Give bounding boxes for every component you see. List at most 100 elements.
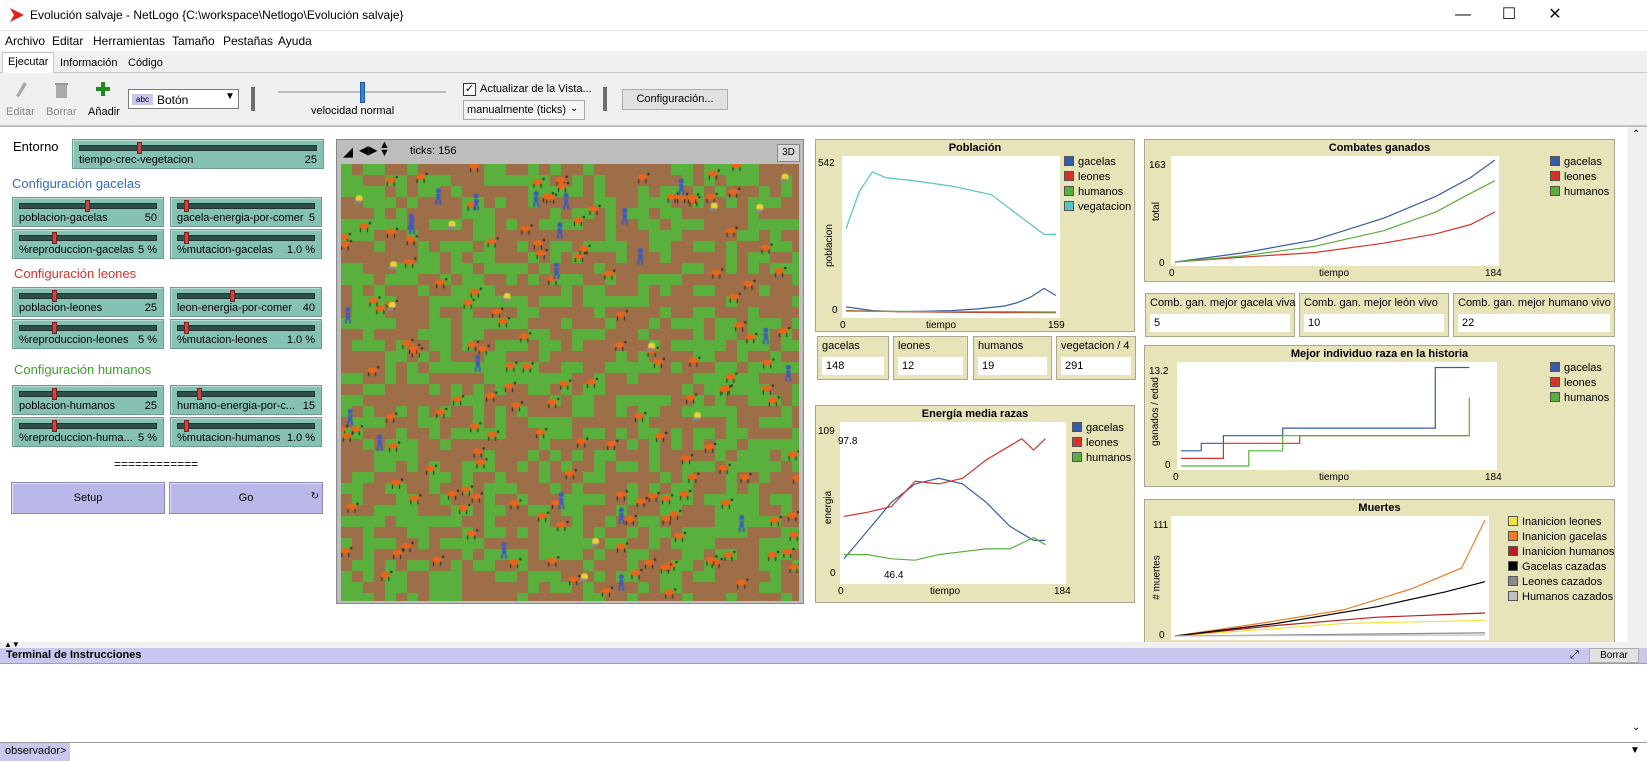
menu-ayuda[interactable]: Ayuda — [278, 34, 312, 48]
menu-tamano[interactable]: Tamaño — [172, 34, 215, 48]
slider-knob[interactable] — [229, 290, 235, 302]
slider--mutacion-leones[interactable]: %mutacion-leones 1.0 % — [170, 319, 322, 349]
slider-knob[interactable] — [52, 232, 57, 244]
shift-vertical-icon[interactable]: ▲ ▼ — [379, 139, 390, 159]
vertical-scrollbar[interactable]: ⌃ ⌄ — [1628, 127, 1647, 671]
slider-knob[interactable] — [183, 420, 189, 432]
legend-item: Inanicion leones — [1508, 516, 1614, 531]
menu-editar[interactable]: Editar — [52, 34, 84, 48]
legend-item: vegatacion — [1064, 201, 1131, 216]
slider-poblacion-gacelas[interactable]: poblacion-gacelas 50 — [12, 197, 164, 227]
slider-poblacion-humanos[interactable]: poblacion-humanos 25 — [12, 385, 164, 415]
setup-button[interactable]: Setup — [11, 482, 165, 514]
x-axis-label: tiempo — [1319, 472, 1350, 483]
legend-swatch — [1550, 171, 1560, 181]
terminal-scrollbar[interactable]: ⌄ — [1628, 666, 1647, 738]
slider-label: %mutacion-humanos — [177, 432, 281, 444]
slider--reproduccion-leones[interactable]: %reproduccion-leones 5 % — [12, 319, 164, 349]
slider-knob[interactable] — [183, 232, 189, 244]
clear-button[interactable]: Borrar — [1589, 648, 1639, 663]
slider-knob[interactable] — [52, 388, 57, 400]
slider--mutacion-humanos[interactable]: %mutacion-humanos 1.0 % — [170, 417, 322, 447]
legend-swatch — [1072, 452, 1082, 462]
menu-herramientas[interactable]: Herramientas — [93, 34, 166, 48]
speed-label: velocidad normal — [311, 105, 395, 117]
slider-knob[interactable] — [52, 322, 57, 334]
series-line-humanos — [844, 536, 1046, 561]
x-max: 159 — [1048, 320, 1065, 331]
resize-icon[interactable]: ◢ — [343, 144, 353, 159]
scroll-down-icon[interactable]: ⌄ — [1632, 722, 1641, 733]
tab-codigo[interactable]: Código — [128, 57, 163, 69]
command-input[interactable] — [72, 743, 1625, 761]
plot-legend: Inanicion leones Inanicion gacelas Inanici… — [1508, 516, 1614, 606]
update-view-checkbox[interactable]: ✓ — [463, 83, 476, 96]
slider--mutacion-gacelas[interactable]: %mutacion-gacelas 1.0 % — [170, 229, 322, 259]
slider-track — [79, 145, 317, 151]
slider-knob[interactable] — [196, 388, 202, 400]
leones-section-title: Configuración leones — [14, 266, 137, 281]
monitor-label: Comb. gan. mejor humano vivo — [1458, 297, 1611, 309]
minimize-icon[interactable]: — — [1455, 6, 1471, 23]
splitter-arrows-icon[interactable]: ▲▼ — [0, 641, 1647, 649]
expand-icon[interactable]: ⤢ — [1570, 649, 1579, 661]
chevron-down-icon[interactable]: ▼ — [1630, 745, 1640, 756]
observer-prompt[interactable]: observador> — [0, 743, 70, 761]
monitor-value: 10 — [1304, 314, 1444, 332]
series-line-inanicion-humanos — [1174, 612, 1486, 637]
scroll-up-icon[interactable]: ⌃ — [1632, 129, 1641, 140]
shift-horizontal-icon[interactable]: ◀▶ — [359, 143, 378, 157]
legend-item: humanos — [1072, 452, 1131, 467]
update-mode-select[interactable]: manualmente (ticks) ⌄ — [463, 100, 585, 120]
legend-item: humanos — [1064, 186, 1131, 201]
monitor-label: Comb. gan. mejor león vivo — [1304, 297, 1438, 309]
monitor-value: 291 — [1061, 357, 1131, 375]
edit-button[interactable]: Editar — [6, 106, 35, 118]
menu-bar: Archivo Editar Herramientas Tamaño Pesta… — [0, 31, 1647, 51]
go-button[interactable]: Go ↻ — [169, 482, 323, 514]
menu-archivo[interactable]: Archivo — [5, 34, 46, 48]
slider-gacela-energia-por-comer[interactable]: gacela-energia-por-comer 5 — [170, 197, 322, 227]
legend-swatch — [1064, 201, 1074, 211]
slider-knob[interactable] — [52, 420, 57, 432]
tab-informacion[interactable]: Información — [60, 57, 118, 69]
slider-knob[interactable] — [183, 322, 189, 334]
legend-item: leones — [1550, 377, 1609, 392]
slider-knob[interactable] — [137, 142, 142, 154]
close-icon[interactable]: ✕ — [1548, 6, 1562, 23]
update-view-label: Actualizar de la Vista... — [480, 83, 592, 95]
series-line-vegatacion — [845, 171, 1056, 236]
y-axis-label: ganados / edad — [1149, 377, 1161, 446]
widget-type-select[interactable]: abc Botón ▼ — [128, 89, 239, 109]
settings-button[interactable]: Configuración... — [622, 89, 728, 110]
maximize-icon[interactable]: ☐ — [1501, 6, 1517, 23]
menu-pestanas[interactable]: Pestañas — [223, 34, 274, 48]
legend-swatch — [1508, 591, 1518, 601]
tab-ejecutar[interactable]: Ejecutar — [2, 52, 55, 74]
title-bar: Evolución salvaje - NetLogo {C:\workspac… — [0, 0, 1647, 31]
x-max: 184 — [1485, 472, 1502, 483]
slider--reproduccion-gacelas[interactable]: %reproduccion-gacelas 5 % — [12, 229, 164, 259]
monitor-label: Comb. gan. mejor gacela viva — [1150, 297, 1296, 309]
slider-tiempo-crec-vegetacion[interactable]: tiempo-crec-vegetacion 25 — [72, 139, 324, 169]
world-canvas[interactable] — [341, 164, 799, 601]
slider-leon-energia-por-comer[interactable]: leon-energia-por-comer 40 — [170, 287, 322, 317]
speed-slider-knob[interactable] — [360, 82, 365, 103]
toolbar-separator — [251, 87, 255, 111]
x-min: 0 — [840, 320, 846, 331]
slider-knob[interactable] — [85, 200, 90, 212]
interface-panel: Entorno tiempo-crec-vegetacion 25 Config… — [0, 126, 1647, 674]
plot-muertes: Muertes 111 0 0 184 tiempo # muertes Ina… — [1144, 499, 1615, 658]
slider-knob[interactable] — [52, 290, 57, 302]
legend-label: vegatacion — [1078, 201, 1132, 213]
delete-button[interactable]: Borrar — [46, 106, 77, 118]
slider-humano-energia-por-c[interactable]: humano-energia-por-c... 15 — [170, 385, 322, 415]
add-button[interactable]: Añadir — [88, 106, 120, 118]
slider-poblacion-leones[interactable]: poblacion-leones 25 — [12, 287, 164, 317]
legend-item: gacelas — [1064, 156, 1131, 171]
slider-label: %reproduccion-leones — [19, 334, 129, 346]
slider--reproduccion-huma[interactable]: %reproduccion-huma... 5 % — [12, 417, 164, 447]
slider-knob[interactable] — [183, 200, 189, 212]
slider-label: gacela-energia-por-comer — [177, 212, 304, 224]
3d-button[interactable]: 3D — [777, 144, 800, 162]
